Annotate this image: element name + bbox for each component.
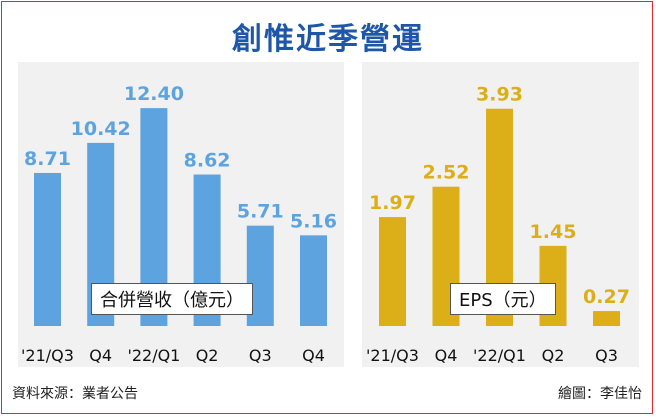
- bar-1-0: [379, 217, 406, 326]
- credit-note: 繪圖：李佳怡: [558, 386, 642, 402]
- category-label-0-2: '22/Q1: [127, 346, 180, 365]
- category-label-1-3: Q2: [542, 346, 565, 365]
- revenue-legend: 合併營收（億元）: [91, 283, 253, 315]
- value-label-1-0: 1.97: [369, 192, 416, 214]
- bar-0-5: [300, 235, 327, 326]
- bar-1-4: [593, 311, 620, 326]
- value-label-0-0: 8.71: [24, 148, 71, 170]
- eps-legend: EPS（元）: [450, 283, 556, 315]
- value-label-1-1: 2.52: [423, 162, 470, 184]
- value-label-0-5: 5.16: [290, 210, 337, 232]
- value-label-0-2: 12.40: [124, 83, 184, 105]
- category-label-0-0: '21/Q3: [21, 346, 74, 365]
- value-label-0-3: 8.62: [184, 150, 231, 172]
- category-label-0-4: Q3: [249, 346, 272, 365]
- revenue-panel-background: [18, 62, 344, 367]
- value-label-1-3: 1.45: [530, 221, 577, 243]
- value-label-1-2: 3.93: [476, 84, 523, 106]
- category-label-0-1: Q4: [89, 346, 112, 365]
- source-note: 資料來源：業者公告: [12, 386, 138, 402]
- category-label-0-5: Q4: [302, 346, 325, 365]
- value-label-0-1: 10.42: [71, 118, 131, 140]
- category-label-0-3: Q2: [196, 346, 219, 365]
- category-label-1-1: Q4: [435, 346, 458, 365]
- value-label-0-4: 5.71: [237, 201, 284, 223]
- value-label-1-4: 0.27: [583, 286, 630, 308]
- category-label-1-4: Q3: [595, 346, 618, 365]
- category-label-1-0: '21/Q3: [366, 346, 419, 365]
- bar-0-0: [34, 172, 61, 326]
- chart-title: 創惟近季營運: [232, 22, 424, 57]
- category-label-1-2: '22/Q1: [473, 346, 526, 365]
